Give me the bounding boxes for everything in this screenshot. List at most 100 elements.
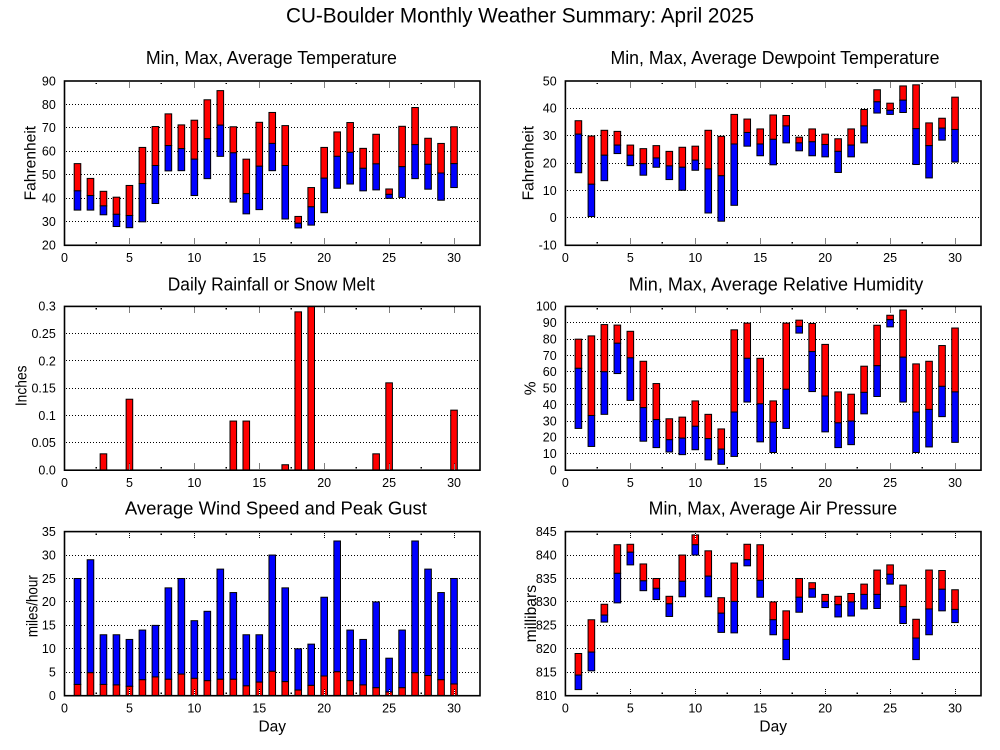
svg-text:20: 20 <box>317 251 331 265</box>
svg-text:0.3: 0.3 <box>38 300 55 314</box>
svg-text:20: 20 <box>543 156 557 170</box>
svg-text:815: 815 <box>536 666 557 680</box>
svg-text:5: 5 <box>627 701 634 715</box>
svg-text:CU-Boulder Monthly Weather Sum: CU-Boulder Monthly Weather Summary: Apri… <box>286 4 754 27</box>
svg-text:30: 30 <box>447 701 461 715</box>
svg-text:miles/hour: miles/hour <box>25 575 42 637</box>
svg-text:835: 835 <box>536 572 557 586</box>
svg-text:25: 25 <box>382 251 396 265</box>
svg-text:825: 825 <box>536 619 557 633</box>
svg-text:Min, Max, Average Air Pressure: Min, Max, Average Air Pressure <box>649 498 898 518</box>
svg-text:Inches: Inches <box>14 365 31 406</box>
svg-text:30: 30 <box>543 129 557 143</box>
svg-text:0: 0 <box>562 701 569 715</box>
svg-text:20: 20 <box>818 251 832 265</box>
svg-text:40: 40 <box>543 398 557 412</box>
svg-text:20: 20 <box>317 476 331 490</box>
svg-text:Min, Max, Average Temperature: Min, Max, Average Temperature <box>146 48 397 68</box>
svg-text:30: 30 <box>948 701 962 715</box>
svg-text:20: 20 <box>818 701 832 715</box>
svg-text:10: 10 <box>42 642 56 656</box>
svg-text:60: 60 <box>42 145 56 159</box>
svg-text:Min, Max, Average Dewpoint Tem: Min, Max, Average Dewpoint Temperature <box>611 48 940 68</box>
svg-text:25: 25 <box>883 701 897 715</box>
svg-text:0: 0 <box>49 689 56 703</box>
svg-text:10: 10 <box>543 184 557 198</box>
svg-text:25: 25 <box>883 251 897 265</box>
svg-text:820: 820 <box>536 642 557 656</box>
svg-text:840: 840 <box>536 548 557 562</box>
svg-text:20: 20 <box>42 595 56 609</box>
svg-text:20: 20 <box>42 239 56 253</box>
svg-text:60: 60 <box>543 365 557 379</box>
svg-text:845: 845 <box>536 525 557 539</box>
svg-text:-10: -10 <box>539 239 557 253</box>
svg-text:30: 30 <box>42 548 56 562</box>
svg-text:15: 15 <box>252 476 266 490</box>
svg-text:0.25: 0.25 <box>31 327 55 341</box>
svg-text:Min, Max, Average Relative Hum: Min, Max, Average Relative Humidity <box>629 274 924 294</box>
svg-text:10: 10 <box>187 251 201 265</box>
svg-text:0: 0 <box>61 251 68 265</box>
svg-text:5: 5 <box>126 701 133 715</box>
svg-text:0: 0 <box>550 464 557 478</box>
svg-text:0: 0 <box>61 701 68 715</box>
svg-text:15: 15 <box>42 619 56 633</box>
svg-text:80: 80 <box>42 98 56 112</box>
svg-text:Fahrenheit: Fahrenheit <box>521 125 538 200</box>
svg-text:40: 40 <box>543 102 557 116</box>
svg-text:10: 10 <box>543 447 557 461</box>
svg-text:10: 10 <box>187 701 201 715</box>
svg-text:5: 5 <box>627 476 634 490</box>
svg-text:40: 40 <box>42 192 56 206</box>
svg-text:15: 15 <box>252 701 266 715</box>
svg-text:30: 30 <box>447 476 461 490</box>
svg-text:25: 25 <box>883 476 897 490</box>
svg-text:5: 5 <box>126 476 133 490</box>
svg-text:35: 35 <box>42 525 56 539</box>
svg-text:Day: Day <box>759 719 787 736</box>
svg-text:Day: Day <box>258 719 286 736</box>
svg-text:millibars: millibars <box>523 585 540 643</box>
svg-text:10: 10 <box>688 701 702 715</box>
svg-text:25: 25 <box>382 476 396 490</box>
svg-text:15: 15 <box>252 251 266 265</box>
svg-text:50: 50 <box>543 382 557 396</box>
svg-text:25: 25 <box>382 701 396 715</box>
svg-text:0.15: 0.15 <box>31 382 55 396</box>
svg-text:30: 30 <box>447 251 461 265</box>
svg-text:10: 10 <box>688 251 702 265</box>
svg-text:10: 10 <box>187 476 201 490</box>
svg-text:830: 830 <box>536 595 557 609</box>
svg-text:0: 0 <box>550 211 557 225</box>
svg-text:90: 90 <box>42 74 56 88</box>
svg-text:15: 15 <box>753 701 767 715</box>
svg-text:810: 810 <box>536 689 557 703</box>
svg-text:15: 15 <box>753 476 767 490</box>
svg-text:5: 5 <box>49 666 56 680</box>
svg-text:Daily Rainfall or Snow Melt: Daily Rainfall or Snow Melt <box>168 274 375 294</box>
svg-text:80: 80 <box>543 332 557 346</box>
svg-text:5: 5 <box>627 251 634 265</box>
svg-text:30: 30 <box>543 414 557 428</box>
svg-text:70: 70 <box>42 121 56 135</box>
svg-text:0: 0 <box>562 251 569 265</box>
svg-text:Fahrenheit: Fahrenheit <box>22 125 39 200</box>
svg-text:70: 70 <box>543 349 557 363</box>
svg-text:30: 30 <box>948 476 962 490</box>
svg-text:%: % <box>522 381 539 395</box>
svg-text:100: 100 <box>536 300 557 314</box>
svg-text:20: 20 <box>543 431 557 445</box>
svg-text:0: 0 <box>61 476 68 490</box>
svg-text:0.0: 0.0 <box>38 464 55 478</box>
svg-text:0.05: 0.05 <box>31 436 55 450</box>
svg-text:0.1: 0.1 <box>38 409 55 423</box>
svg-text:15: 15 <box>753 251 767 265</box>
svg-text:25: 25 <box>42 572 56 586</box>
svg-text:20: 20 <box>317 701 331 715</box>
svg-text:0.2: 0.2 <box>38 354 55 368</box>
svg-text:90: 90 <box>543 316 557 330</box>
svg-text:30: 30 <box>42 215 56 229</box>
svg-text:50: 50 <box>543 74 557 88</box>
svg-text:50: 50 <box>42 168 56 182</box>
